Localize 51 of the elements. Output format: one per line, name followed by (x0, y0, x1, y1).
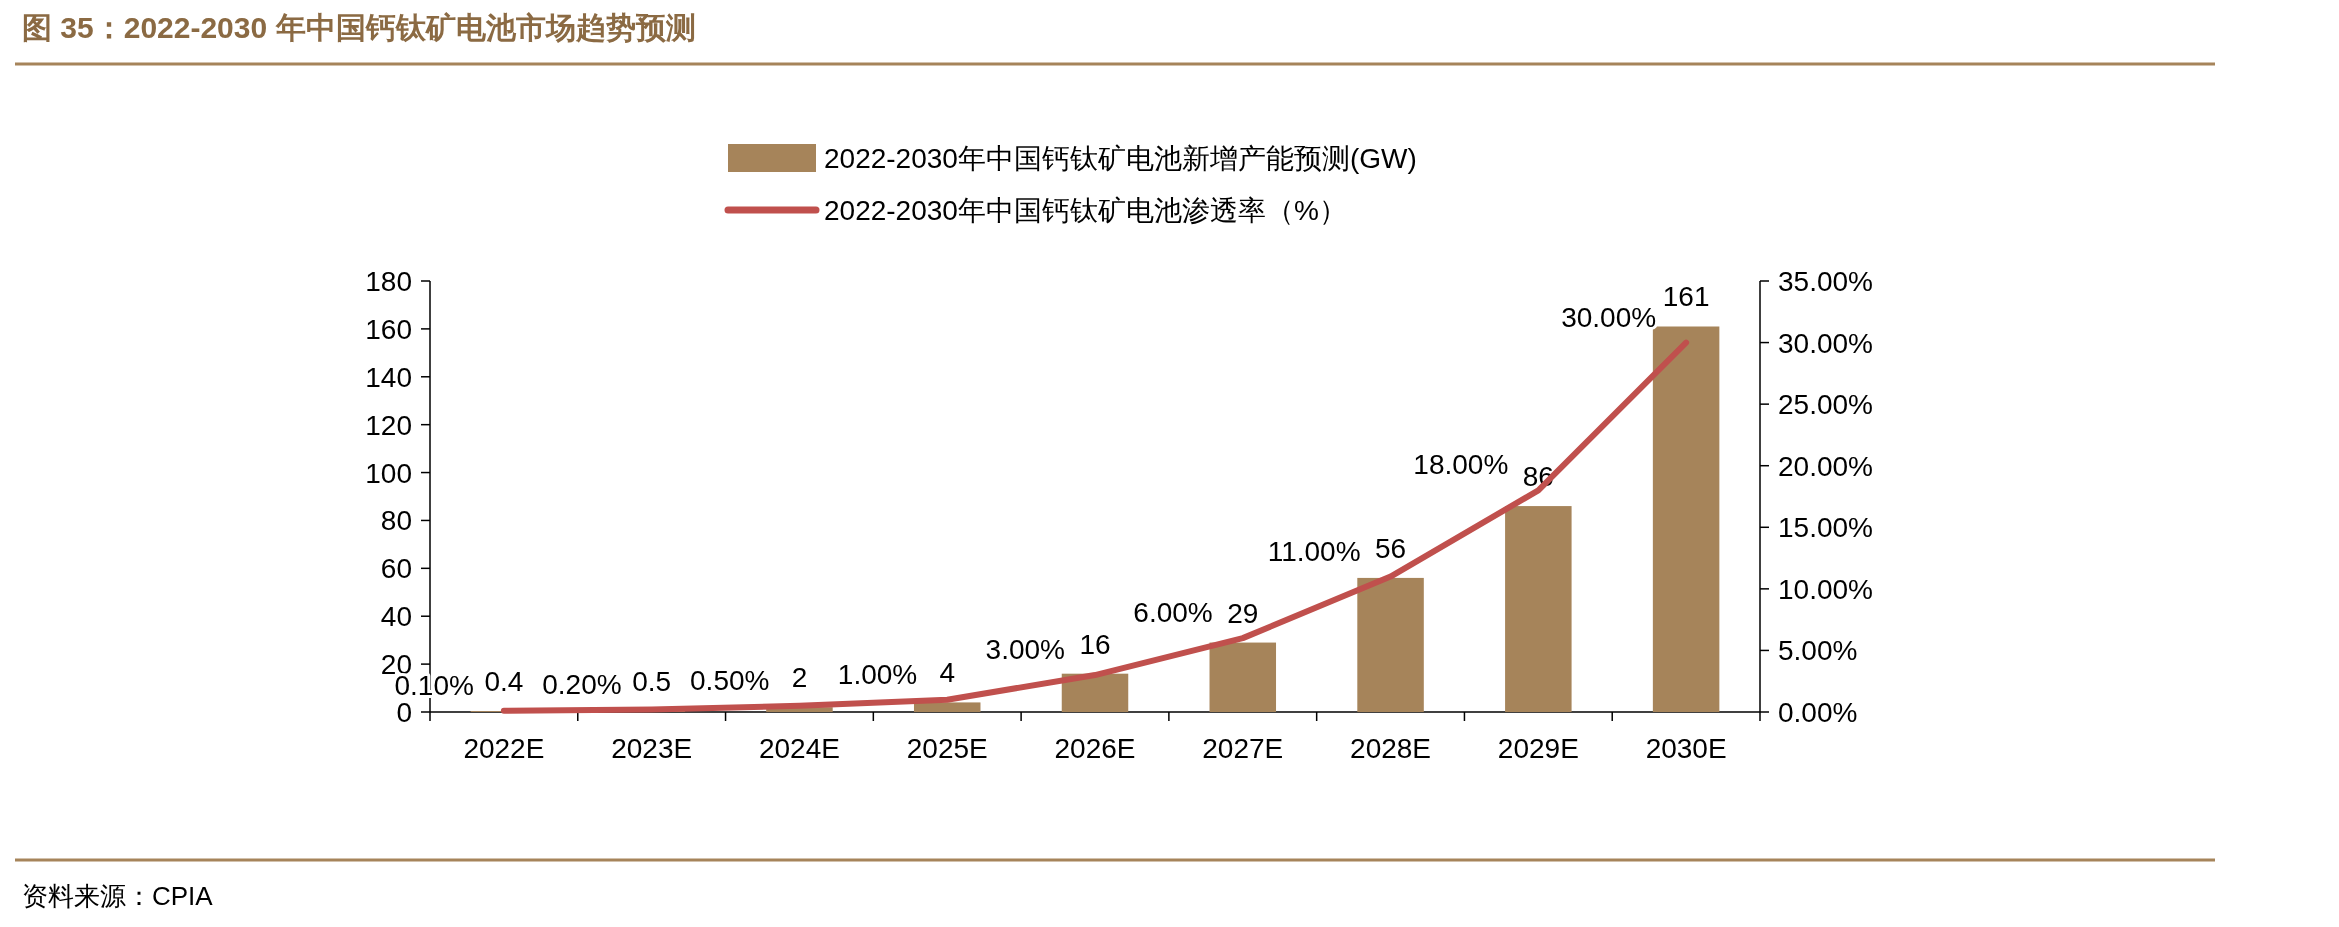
x-tick-label: 2025E (906, 733, 988, 764)
chart-title: 图 35：2022-2030 年中国钙钛矿电池市场趋势预测 (22, 11, 696, 44)
data-label: 2 (791, 662, 808, 694)
y2-tick-label: 5.00% (1778, 635, 1858, 667)
x-tick-label: 2026E (1054, 733, 1136, 764)
x-tick-label: 2027E (1202, 733, 1284, 764)
data-label: 0.20% (542, 668, 622, 700)
data-label: 0.5 (632, 665, 672, 697)
bar (913, 702, 981, 712)
x-tick-label: 2024E (758, 733, 840, 764)
y-tick-label: 180 (365, 266, 412, 297)
bar (1209, 642, 1277, 712)
y-tick-label: 80 (380, 505, 412, 537)
y-tick-label: 160 (365, 313, 412, 345)
y-tick-label: 0 (396, 697, 412, 728)
y-tick-label: 40 (380, 601, 412, 633)
text: 资料来源：CPIA (22, 881, 214, 911)
x-tick-label: 2023E (611, 733, 693, 764)
legend-label: 2022-2030年中国钙钛矿电池渗透率（%） (824, 195, 1347, 226)
data-label: 56 (1374, 532, 1407, 564)
y-tick-label: 100 (365, 457, 412, 489)
y-tick-label: 60 (380, 553, 412, 585)
y-tick-label: 140 (365, 361, 412, 393)
data-label: 161 (1662, 281, 1710, 313)
y2-tick-label: 15.00% (1778, 512, 1873, 544)
data-label: 0.50% (690, 664, 770, 696)
data-label: 6.00% (1133, 597, 1213, 629)
data-label: 3.00% (985, 634, 1065, 666)
data-label: 30.00% (1561, 301, 1657, 333)
x-tick-label: 2029E (1497, 733, 1579, 764)
y-tick-label: 120 (365, 409, 412, 441)
data-label: 0.4 (484, 666, 524, 698)
bar (1652, 326, 1720, 712)
x-tick-label: 2030E (1645, 733, 1727, 764)
y2-tick-label: 25.00% (1778, 389, 1873, 421)
data-label: 16 (1079, 628, 1111, 660)
data-label: 29 (1227, 597, 1259, 629)
x-tick-label: 2028E (1350, 733, 1432, 764)
bar (1357, 577, 1424, 712)
y2-tick-label: 30.00% (1778, 327, 1873, 359)
data-label: 18.00% (1413, 449, 1509, 481)
data-label: 4 (939, 657, 956, 689)
bar (1505, 506, 1572, 712)
y2-tick-label: 0.00% (1778, 697, 1858, 728)
y2-tick-label: 20.00% (1778, 450, 1873, 482)
y2-tick-label: 10.00% (1778, 573, 1873, 605)
data-label: 1.00% (837, 658, 918, 690)
x-tick-label: 2022E (463, 733, 545, 764)
y2-tick-label: 35.00% (1778, 266, 1873, 297)
legend-label: 2022-2030年中国钙钛矿电池新增产能预测(GW) (824, 143, 1417, 174)
data-label: 11.00% (1267, 535, 1361, 567)
